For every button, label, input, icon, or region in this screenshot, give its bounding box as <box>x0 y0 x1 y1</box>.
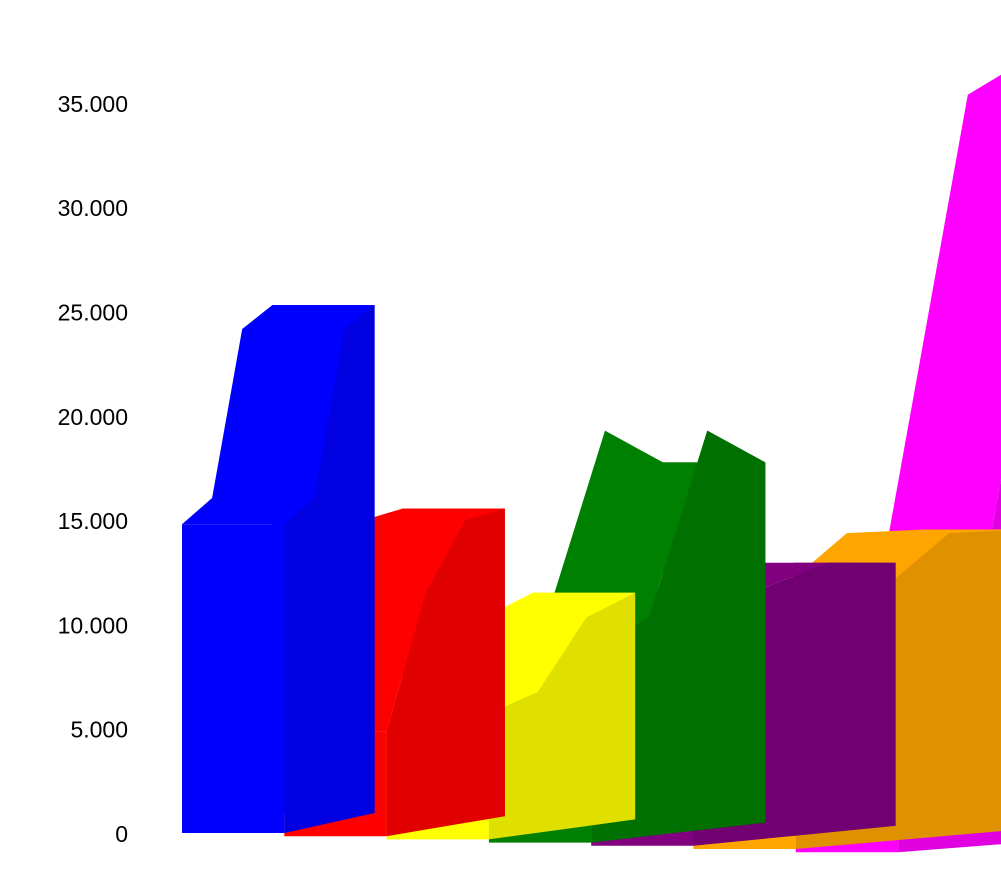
series-ribbon <box>182 305 375 833</box>
y-tick-label: 20.000 <box>58 404 128 430</box>
y-tick-label: 35.000 <box>58 91 128 117</box>
y-axis: 0 5.000 10.000 15.000 20.000 25.000 30.000 35.0… <box>58 91 128 847</box>
ribbon-top <box>796 43 1001 581</box>
y-tick-label: 30.000 <box>58 195 128 221</box>
y-tick-label: 0 <box>115 821 128 847</box>
ribbon-series <box>182 43 1001 852</box>
y-tick-label: 25.000 <box>58 300 128 326</box>
y-tick-label: 5.000 <box>70 717 128 743</box>
y-tick-label: 15.000 <box>58 508 128 534</box>
y-tick-label: 10.000 <box>58 612 128 638</box>
ribbon-front <box>182 524 284 833</box>
